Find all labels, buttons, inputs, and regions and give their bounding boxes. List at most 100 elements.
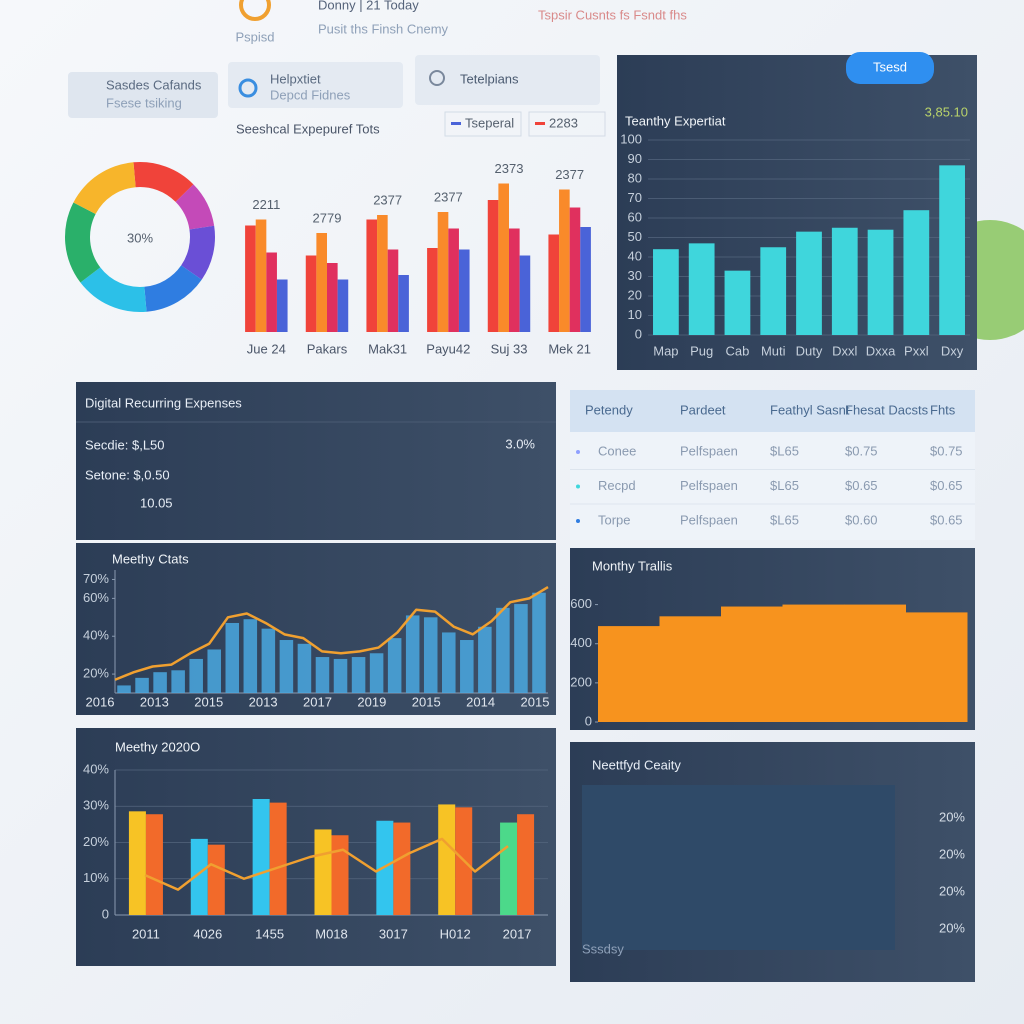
y-tick-label: 60% [83, 590, 109, 605]
x-tick-label: Mek 21 [548, 341, 591, 356]
bar [760, 247, 787, 335]
line [114, 585, 549, 681]
bar-annotation: 2377 [555, 167, 584, 182]
card-line: 10.05 [140, 495, 173, 510]
quality-label: 20% [939, 883, 965, 898]
x-tick-label: 2015 [412, 694, 441, 709]
bar [548, 234, 560, 332]
area-step [598, 626, 660, 722]
tab[interactable] [415, 55, 600, 105]
x-tick-label: 2013 [140, 694, 169, 709]
area-step [721, 606, 783, 722]
x-tick-label: 2017 [303, 694, 332, 709]
y-tick-label: 0 [635, 326, 642, 341]
bar [366, 219, 378, 332]
table-header [570, 390, 975, 432]
quality-footer: Sssdsy [582, 941, 624, 956]
bar [190, 838, 208, 915]
table-cell: Torpe [598, 512, 631, 527]
bar [498, 183, 509, 332]
bar [398, 275, 409, 332]
bar [252, 799, 270, 915]
bar [255, 219, 267, 332]
table-cell: Pelfspaen [680, 478, 738, 493]
area-step [905, 612, 968, 722]
table-cell: $L65 [770, 512, 799, 527]
bar [509, 228, 520, 332]
x-tick-label: 3017 [379, 926, 408, 941]
bar [688, 243, 715, 335]
y-tick-label: 400 [570, 635, 592, 650]
bar [517, 814, 535, 915]
table-cell: $0.75 [845, 443, 878, 458]
table-cell: $0.65 [845, 478, 878, 493]
bar [393, 822, 411, 915]
button[interactable] [846, 52, 934, 84]
table-cell: $0.60 [845, 512, 878, 527]
quality-label: 20% [939, 846, 965, 861]
logo-label: Pspisd [235, 29, 274, 44]
bar [117, 685, 131, 693]
x-tick-label: Jue 24 [247, 341, 286, 356]
bar [337, 279, 349, 332]
x-tick-label: Map [653, 343, 678, 358]
chart-title: Monthy Trallis [592, 558, 673, 573]
donut-segment [133, 162, 194, 202]
y-tick-label: 20 [628, 287, 642, 302]
tab[interactable] [228, 62, 403, 108]
x-tick-label: Dxxa [866, 343, 896, 358]
logo [239, 0, 271, 21]
bar [559, 189, 570, 332]
legend-label: Tseperal [465, 115, 514, 130]
y-tick-label: 0 [585, 713, 592, 728]
donut-center-label: 30% [127, 230, 153, 245]
bar-annotation: 2373 [495, 161, 524, 176]
bar [724, 270, 751, 335]
bar [496, 607, 510, 693]
row-bullet [576, 450, 580, 454]
bar [225, 622, 240, 693]
legend-swatch [451, 122, 461, 125]
bar [369, 653, 384, 693]
bar [207, 844, 225, 915]
y-tick-label: 200 [570, 674, 592, 689]
bar [314, 829, 332, 915]
bar [514, 604, 528, 693]
x-tick-label: Cab [726, 343, 750, 358]
donut-segment [181, 225, 215, 280]
x-tick-label: 2013 [249, 694, 278, 709]
bar [387, 638, 402, 693]
bar [207, 649, 221, 693]
quality-label: 20% [939, 920, 965, 935]
tab-icon [429, 70, 445, 86]
row-bullet [576, 519, 580, 523]
x-tick-label: Dxxl [832, 343, 857, 358]
bar [279, 640, 294, 693]
button-label: Tsesd [873, 59, 907, 74]
bar [153, 672, 167, 693]
x-tick-label: M018 [315, 926, 348, 941]
donut-segment [175, 184, 215, 230]
card-line: Setone: $,0.50 [85, 467, 170, 482]
tab-subtitle: Depcd Fidnes [270, 87, 351, 102]
table-cell: Pelfspaen [680, 512, 738, 527]
bar [500, 822, 518, 915]
y-tick-label: 40% [83, 761, 109, 776]
table-cell: $L65 [770, 478, 799, 493]
bar [276, 279, 288, 332]
y-tick-label: 20% [83, 834, 109, 849]
bar [458, 249, 470, 332]
tab[interactable] [68, 72, 218, 118]
bar [939, 165, 965, 335]
bar [145, 814, 163, 915]
bar [269, 802, 287, 915]
bar-annotation: 2779 [313, 210, 342, 225]
x-tick-label: 4026 [193, 926, 222, 941]
bar [261, 628, 276, 693]
x-tick-label: 2017 [503, 926, 532, 941]
bar [532, 592, 546, 693]
line [144, 837, 509, 891]
bar [297, 643, 312, 693]
area-step [782, 604, 845, 722]
